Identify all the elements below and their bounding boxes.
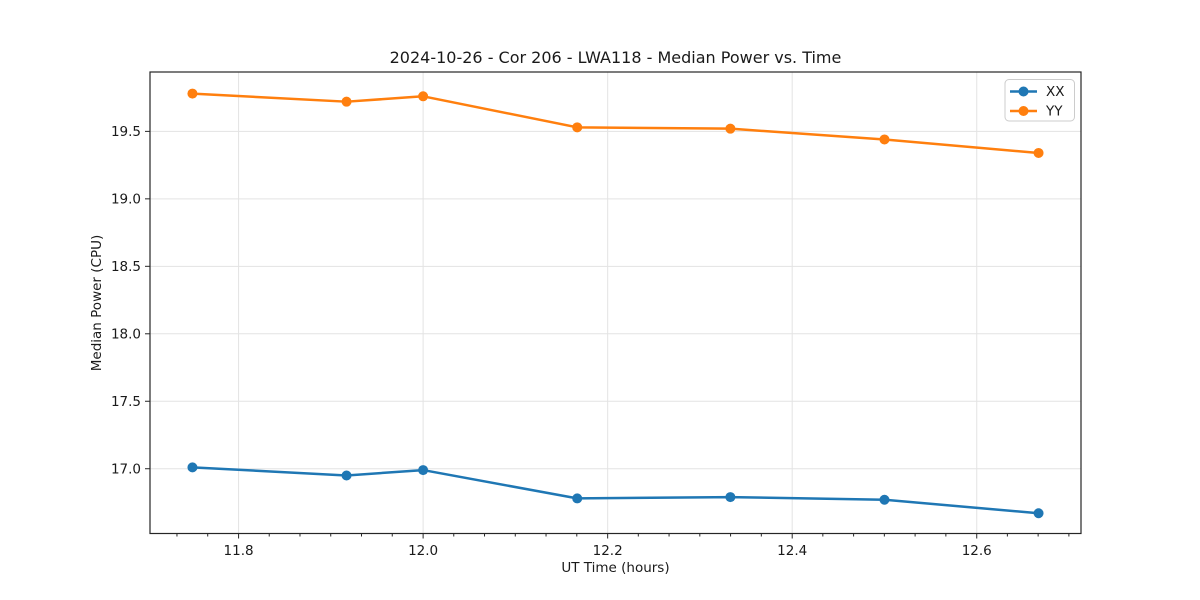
y-tick-label: 18.5 (111, 259, 141, 275)
data-point-xx (187, 462, 198, 473)
legend: XX YY (1004, 79, 1075, 122)
series-line-xx (191, 466, 1040, 515)
data-point-yy (418, 91, 429, 102)
x-tick-label: 12.0 (408, 543, 438, 559)
data-point-xx (341, 470, 352, 481)
x-tick-label: 12.6 (962, 543, 992, 559)
data-point-yy (725, 123, 736, 134)
data-point-xx (879, 494, 890, 505)
legend-label-xx: XX (1046, 84, 1065, 100)
legend-label-yy: YY (1045, 104, 1063, 120)
series-line-yy (191, 92, 1040, 155)
x-tick-label: 12.4 (777, 543, 807, 559)
plot-frame (149, 71, 1082, 535)
legend-entry-xx: XX (1010, 84, 1065, 100)
y-tick-label: 17.0 (111, 462, 141, 478)
data-point-yy (1033, 147, 1044, 158)
data-point-yy (187, 88, 198, 99)
chart-title: 2024-10-26 - Cor 206 - LWA118 - Median P… (390, 48, 842, 67)
y-tick-label: 18.0 (111, 327, 141, 343)
y-tick-label: 19.0 (111, 192, 141, 208)
data-point-xx (725, 492, 736, 503)
data-point-xx (1033, 508, 1044, 519)
x-tick-label: 11.8 (224, 543, 254, 559)
x-tick-label: 12.2 (593, 543, 623, 559)
y-axis-label: Median Power (CPU) (89, 235, 105, 371)
legend-marker-yy (1018, 106, 1029, 116)
y-tick-label: 17.5 (111, 394, 141, 410)
legend-marker-xx (1018, 86, 1029, 97)
data-point-xx (418, 465, 429, 476)
y-tick-label: 19.5 (111, 124, 141, 140)
data-point-yy (341, 96, 352, 107)
data-point-yy (572, 122, 583, 133)
plot-area: 11.8 12.0 12.2 12.4 12.6 17.0 17.5 18.0 18.5 19.0… (111, 71, 1082, 559)
data-point-xx (572, 493, 583, 504)
x-axis-label: UT Time (hours) (561, 560, 669, 576)
data-point-yy (879, 134, 890, 145)
legend-entry-yy: YY (1010, 104, 1063, 120)
